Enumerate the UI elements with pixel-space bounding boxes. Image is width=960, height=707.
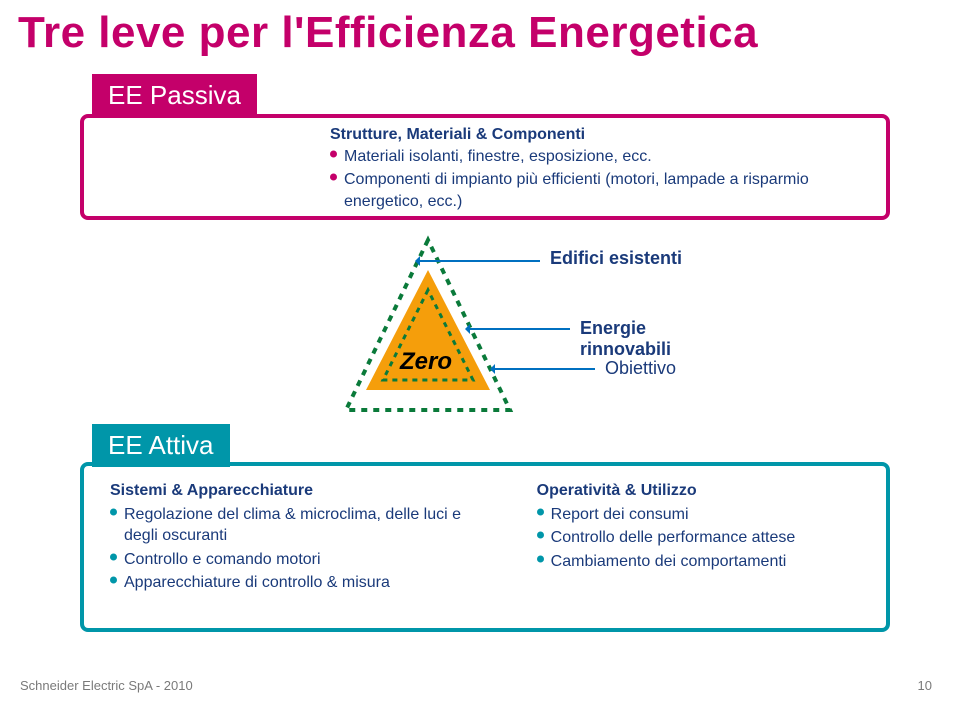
attiva-columns: Sistemi & Apparecchiature Regolazione de… bbox=[110, 480, 870, 596]
attiva-label: EE Attiva bbox=[92, 424, 230, 467]
bullet-icon bbox=[537, 532, 544, 539]
attiva-item-text: Apparecchiature di controllo & misura bbox=[124, 574, 390, 591]
attiva-item-text: Regolazione del clima & microclima, dell… bbox=[124, 506, 461, 545]
attiva-panel: EE Attiva Sistemi & Apparecchiature Rego… bbox=[70, 432, 900, 642]
footer-text: Schneider Electric SpA - 2010 bbox=[20, 678, 193, 693]
attiva-item: Cambiamento dei comportamenti bbox=[537, 551, 870, 573]
page-title: Tre leve per l'Efficienza Energetica bbox=[18, 8, 758, 58]
page-number: 10 bbox=[918, 678, 932, 693]
attiva-item: Controllo e comando motori bbox=[110, 549, 477, 571]
passiva-item: Componenti di impianto più efficienti (m… bbox=[330, 169, 870, 212]
attiva-item-text: Controllo e comando motori bbox=[124, 551, 321, 568]
zero-label: Zero bbox=[400, 348, 452, 376]
attiva-left-heading: Sistemi & Apparecchiature bbox=[110, 480, 477, 502]
attiva-item-text: Controllo delle performance attese bbox=[551, 529, 796, 546]
bullet-icon bbox=[537, 508, 544, 515]
attiva-item: Apparecchiature di controllo & misura bbox=[110, 572, 477, 594]
arrow-icon bbox=[470, 328, 570, 330]
passiva-label: EE Passiva bbox=[92, 74, 257, 117]
bullet-icon bbox=[330, 174, 337, 181]
attiva-right: Operatività & Utilizzo Report dei consum… bbox=[537, 480, 870, 596]
passiva-item: Materiali isolanti, finestre, esposizion… bbox=[330, 146, 870, 168]
label-energie: Energie rinnovabili bbox=[580, 318, 710, 360]
bullet-icon bbox=[110, 577, 117, 584]
passiva-item-text: Componenti di impianto più efficienti (m… bbox=[344, 171, 809, 210]
attiva-left: Sistemi & Apparecchiature Regolazione de… bbox=[110, 480, 477, 596]
passiva-item-text: Materiali isolanti, finestre, esposizion… bbox=[344, 148, 652, 165]
center-diagram: Zero Edifici esistenti Energie rinnovabi… bbox=[250, 230, 710, 430]
arrow-icon bbox=[420, 260, 540, 262]
attiva-right-heading: Operatività & Utilizzo bbox=[537, 480, 870, 502]
label-edifici: Edifici esistenti bbox=[550, 248, 682, 269]
bullet-icon bbox=[537, 555, 544, 562]
attiva-item-text: Report dei consumi bbox=[551, 506, 689, 523]
attiva-item: Regolazione del clima & microclima, dell… bbox=[110, 504, 477, 547]
passiva-bullets: Materiali isolanti, finestre, esposizion… bbox=[330, 146, 870, 213]
passiva-content: Strutture, Materiali & Componenti Materi… bbox=[330, 124, 870, 214]
bullet-icon bbox=[110, 553, 117, 560]
arrow-icon bbox=[495, 368, 595, 370]
passiva-panel: EE Passiva Strutture, Materiali & Compon… bbox=[70, 82, 900, 230]
slide: Tre leve per l'Efficienza Energetica EE … bbox=[0, 0, 960, 707]
bullet-icon bbox=[110, 508, 117, 515]
attiva-right-bullets: Report dei consumi Controllo delle perfo… bbox=[537, 504, 870, 573]
attiva-item: Report dei consumi bbox=[537, 504, 870, 526]
bullet-icon bbox=[330, 150, 337, 157]
attiva-left-bullets: Regolazione del clima & microclima, dell… bbox=[110, 504, 477, 594]
attiva-item: Controllo delle performance attese bbox=[537, 527, 870, 549]
label-obiettivo: Obiettivo bbox=[605, 358, 676, 379]
attiva-item-text: Cambiamento dei comportamenti bbox=[551, 553, 787, 570]
passiva-heading: Strutture, Materiali & Componenti bbox=[330, 124, 870, 146]
